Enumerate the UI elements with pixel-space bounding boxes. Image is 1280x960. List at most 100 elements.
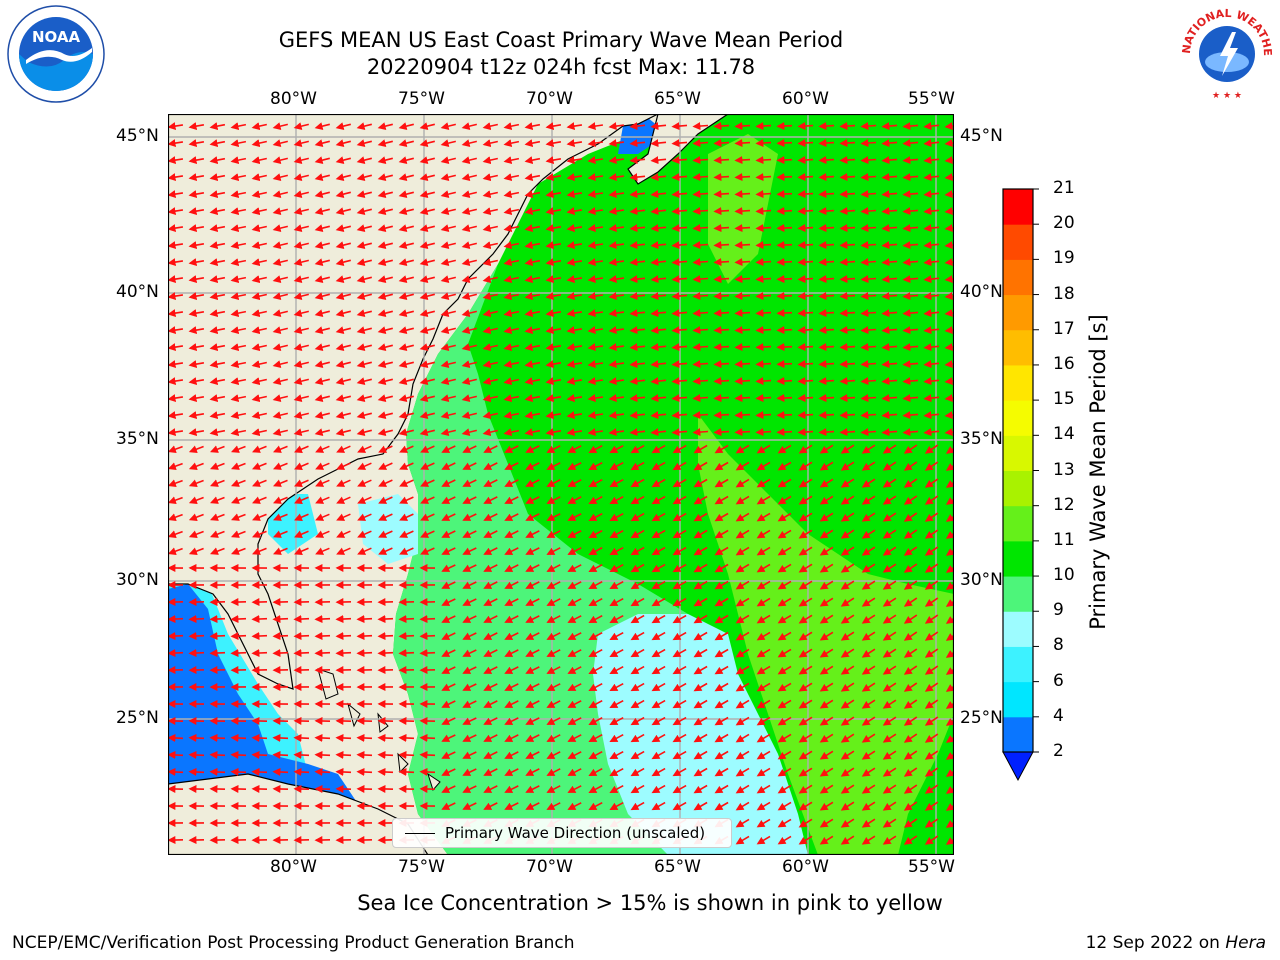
wave-direction-arrow bbox=[650, 224, 667, 233]
wave-direction-arrow bbox=[377, 411, 393, 420]
wave-direction-arrow bbox=[251, 343, 267, 352]
colorbar-tick-label: 19 bbox=[1053, 248, 1075, 269]
us-east-coast-land bbox=[168, 114, 659, 690]
wave-direction-arrow bbox=[524, 411, 541, 420]
wave-direction-arrow bbox=[776, 122, 793, 131]
wave-direction-arrow bbox=[755, 394, 772, 403]
wave-direction-arrow bbox=[168, 224, 184, 233]
wave-direction-arrow bbox=[188, 156, 205, 165]
wave-direction-arrow bbox=[608, 207, 625, 216]
wave-direction-arrow bbox=[294, 496, 309, 504]
wave-direction-arrow bbox=[566, 156, 583, 165]
wave-direction-arrow bbox=[210, 547, 225, 555]
wave-direction-arrow bbox=[356, 343, 372, 352]
wave-direction-arrow bbox=[419, 139, 435, 148]
wave-direction-arrow bbox=[860, 275, 877, 284]
wave-direction-arrow bbox=[503, 139, 520, 148]
wave-direction-arrow bbox=[336, 462, 351, 470]
wave-direction-arrow bbox=[188, 258, 205, 267]
wave-direction-arrow bbox=[398, 190, 414, 199]
wave-direction-arrow bbox=[188, 479, 204, 487]
wave-direction-arrow bbox=[441, 496, 456, 504]
wave-direction-arrow bbox=[399, 530, 414, 538]
colorbar-segment bbox=[1003, 681, 1033, 718]
wave-direction-arrow bbox=[251, 207, 267, 216]
wave-direction-arrow bbox=[294, 445, 309, 453]
colorbar-tick-label: 8 bbox=[1053, 635, 1064, 656]
wave-direction-arrow bbox=[881, 241, 898, 250]
lat-tick-right: 40°N bbox=[960, 282, 1003, 302]
wave-direction-arrow bbox=[482, 309, 498, 318]
wave-direction-arrow bbox=[608, 122, 625, 131]
wave-direction-arrow bbox=[650, 258, 667, 267]
wave-direction-arrow bbox=[672, 461, 687, 471]
wave-direction-arrow bbox=[902, 122, 919, 131]
wave-direction-arrow bbox=[671, 394, 688, 403]
wave-direction-arrow bbox=[168, 632, 184, 641]
wave-direction-arrow bbox=[335, 275, 351, 284]
wave-direction-arrow bbox=[230, 411, 247, 420]
wave-direction-arrow bbox=[524, 309, 541, 318]
wave-direction-arrow bbox=[818, 428, 835, 437]
wave-direction-arrow bbox=[650, 275, 667, 284]
wave-direction-arrow bbox=[504, 479, 519, 487]
wave-direction-arrow bbox=[209, 428, 226, 437]
wave-direction-arrow bbox=[545, 360, 562, 369]
wave-direction-arrow bbox=[503, 156, 520, 165]
wave-direction-arrow bbox=[713, 275, 730, 284]
wave-direction-arrow bbox=[398, 173, 414, 182]
wave-direction-arrow bbox=[902, 360, 919, 369]
wave-direction-arrow bbox=[776, 394, 793, 403]
wave-direction-arrow bbox=[230, 309, 247, 318]
wave-direction-arrow bbox=[230, 733, 247, 742]
wave-direction-arrow bbox=[714, 495, 729, 505]
wave-direction-arrow bbox=[168, 394, 184, 403]
wave-direction-arrow bbox=[483, 496, 498, 504]
wave-direction-arrow bbox=[209, 190, 226, 199]
wave-direction-arrow bbox=[629, 309, 646, 318]
wave-direction-arrow bbox=[168, 513, 183, 521]
wave-direction-arrow bbox=[545, 207, 562, 216]
colorbar-tick-label: 10 bbox=[1053, 565, 1075, 586]
wave-direction-arrow bbox=[335, 190, 351, 199]
colorbar-tick-label: 13 bbox=[1053, 459, 1075, 480]
wave-direction-arrow bbox=[188, 530, 204, 538]
wave-direction-arrow bbox=[440, 377, 456, 386]
wave-direction-arrow bbox=[629, 275, 646, 284]
wave-direction-arrow bbox=[692, 411, 709, 420]
lon-tick-bottom: 70°W bbox=[526, 857, 573, 877]
wave-direction-arrow bbox=[587, 292, 604, 301]
wave-direction-arrow bbox=[335, 258, 351, 267]
wave-direction-arrow bbox=[461, 275, 477, 284]
wave-direction-arrow bbox=[818, 224, 835, 233]
wave-direction-arrow bbox=[230, 139, 247, 148]
wave-direction-arrow bbox=[377, 275, 393, 284]
colorbar-segment bbox=[1003, 470, 1033, 507]
wave-direction-arrow bbox=[188, 173, 205, 182]
wave-direction-arrow bbox=[462, 547, 477, 555]
wave-direction-arrow bbox=[839, 275, 856, 284]
wave-direction-arrow bbox=[545, 292, 562, 301]
wave-direction-arrow bbox=[839, 122, 856, 131]
lon-tick-top: 80°W bbox=[270, 89, 317, 109]
wave-direction-arrow bbox=[567, 462, 582, 470]
wave-direction-arrow bbox=[839, 360, 856, 369]
wave-direction-arrow bbox=[566, 173, 583, 182]
wave-direction-arrow bbox=[419, 767, 436, 776]
wave-direction-arrow bbox=[755, 428, 772, 437]
wave-direction-arrow bbox=[378, 547, 393, 555]
wave-direction-arrow bbox=[419, 122, 435, 131]
wave-direction-arrow bbox=[692, 190, 709, 199]
wave-direction-arrow bbox=[315, 479, 330, 487]
wave-direction-arrow bbox=[273, 513, 288, 521]
wave-direction-arrow bbox=[524, 156, 541, 165]
wave-direction-arrow bbox=[272, 377, 288, 386]
wave-direction-arrow bbox=[882, 529, 897, 539]
wave-direction-arrow bbox=[671, 411, 688, 420]
wave-direction-arrow bbox=[776, 360, 793, 369]
wave-direction-arrow bbox=[272, 733, 289, 742]
wave-direction-arrow bbox=[377, 343, 393, 352]
wave-direction-arrow bbox=[314, 292, 330, 301]
wave-direction-arrow bbox=[924, 529, 939, 539]
wave-direction-arrow bbox=[818, 343, 835, 352]
